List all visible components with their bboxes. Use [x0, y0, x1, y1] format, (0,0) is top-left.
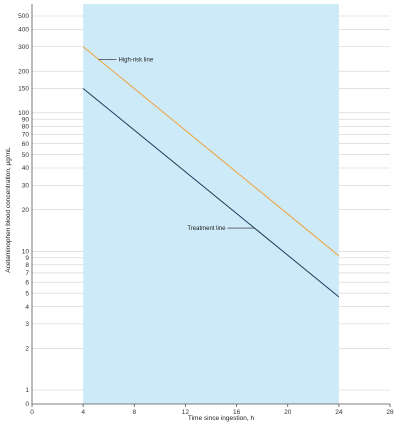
- y-tick-label: 50: [22, 152, 30, 159]
- x-tick-label: 28: [386, 409, 394, 416]
- shaded-band: [83, 4, 339, 404]
- x-tick-label: 4: [81, 409, 85, 416]
- series-line-0: [82, 46, 340, 257]
- y-axis-title: Acetaminophen blood concentration, μg/mL: [5, 147, 12, 273]
- x-tick-label: 20: [284, 409, 292, 416]
- x-tick-label: 12: [182, 409, 190, 416]
- y-tick-label: 70: [22, 132, 30, 139]
- axes: [31, 4, 391, 407]
- shaded-region: [83, 4, 339, 404]
- y-tick-label: 5: [25, 290, 29, 297]
- y-tick-label: 3: [25, 321, 29, 328]
- y-tick-label: 500: [18, 13, 29, 20]
- y-tick-label: 8: [25, 262, 29, 269]
- x-tick-label: 24: [335, 409, 343, 416]
- y-tick-label: 400: [18, 27, 29, 34]
- y-tick-label: 90: [22, 116, 30, 123]
- high-risk-label: High-risk line: [118, 57, 153, 63]
- annotations: High-risk line Treatment line: [98, 57, 255, 232]
- treatment-label: Treatment line: [187, 226, 226, 232]
- y-tick-label: 80: [22, 123, 30, 130]
- x-tick-label: 16: [233, 409, 241, 416]
- y-tick-label: 150: [18, 86, 29, 93]
- x-tick-label: 8: [132, 409, 136, 416]
- y-tick-label: 20: [22, 207, 30, 214]
- series-line-1: [82, 88, 340, 298]
- y-tick-label: 1: [25, 387, 29, 394]
- x-axis-title: Time since ingestion, h: [188, 415, 255, 422]
- y-tick-label-zero: 0: [25, 401, 29, 408]
- y-tick-label: 200: [18, 68, 29, 75]
- x-tick-label: 0: [30, 409, 34, 416]
- y-tick-label: 9: [25, 255, 29, 262]
- y-tick-label: 2: [25, 345, 29, 352]
- y-tick-label: 6: [25, 279, 29, 286]
- y-tick-label: 40: [22, 165, 30, 172]
- y-tick-label: 30: [22, 183, 30, 190]
- y-tick-label: 10: [22, 249, 30, 256]
- y-tick-label: 4: [25, 304, 29, 311]
- x-tick-labels: 0 4 8 12 16 20 24 28: [30, 409, 394, 416]
- y-tick-label: 60: [22, 141, 30, 148]
- series-lines: [82, 46, 340, 298]
- y-tick-label: 100: [18, 110, 29, 117]
- y-tick-label: 300: [18, 44, 29, 51]
- y-tick-label: 7: [25, 270, 29, 277]
